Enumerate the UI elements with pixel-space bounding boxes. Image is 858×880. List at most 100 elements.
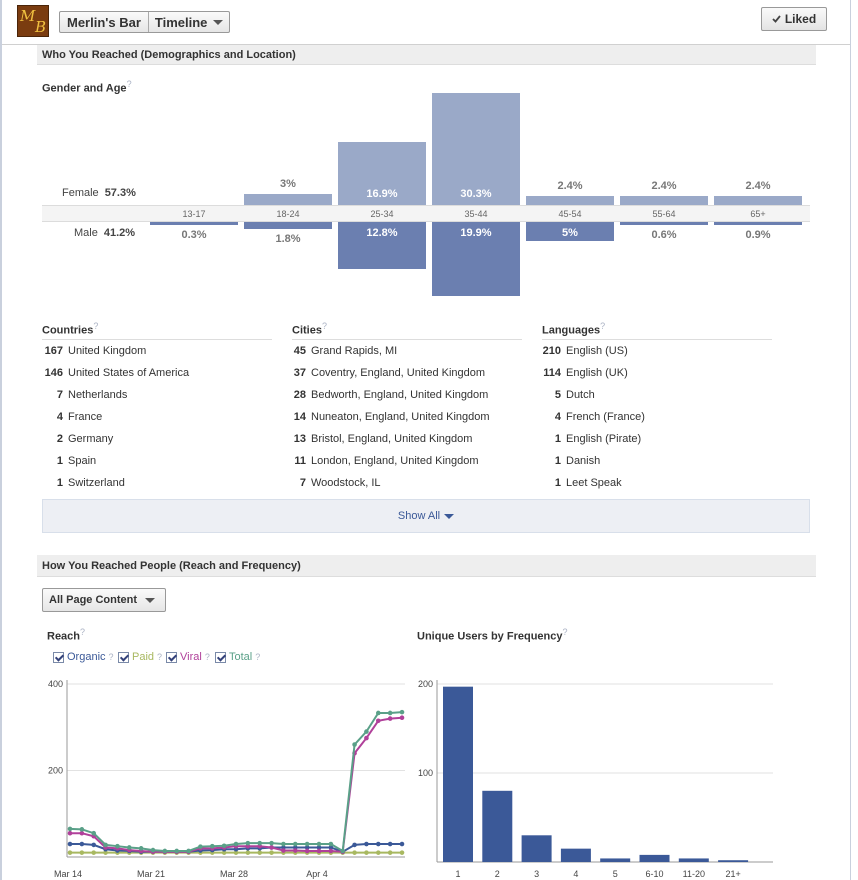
- male-bar[interactable]: [714, 222, 802, 226]
- frequency-bar[interactable]: [718, 860, 749, 862]
- data-point: [186, 848, 191, 854]
- legend-label: Total: [229, 651, 253, 663]
- item-name: Danish: [566, 455, 601, 467]
- list-item: 37 Coventry, England, United Kingdom: [284, 367, 485, 379]
- page-logo[interactable]: M B: [17, 5, 49, 37]
- help-icon[interactable]: ?: [255, 652, 261, 662]
- show-all-button[interactable]: Show All: [42, 499, 810, 533]
- data-point: [79, 841, 85, 847]
- data-point: [281, 841, 286, 847]
- item-count: 7: [56, 389, 63, 401]
- cities-title-text: Cities: [292, 324, 322, 337]
- x-tick-label: Mar 28: [220, 869, 248, 879]
- checkbox[interactable]: [215, 651, 226, 663]
- help-icon[interactable]: ?: [126, 79, 132, 89]
- help-icon[interactable]: ?: [108, 652, 114, 662]
- data-point: [328, 841, 334, 847]
- help-icon[interactable]: ?: [600, 321, 606, 331]
- data-point: [304, 841, 310, 847]
- data-point: [221, 850, 227, 855]
- countries-divider: [42, 339, 272, 340]
- frequency-bar[interactable]: [639, 854, 670, 862]
- list-item: 5 Dutch: [539, 389, 595, 401]
- female-bar[interactable]: [620, 196, 708, 205]
- logo-letter-b: B: [35, 18, 47, 36]
- timeline-dropdown[interactable]: Timeline: [149, 15, 230, 30]
- legend-item-paid[interactable]: Paid?: [118, 651, 162, 663]
- frequency-bar[interactable]: [443, 686, 473, 862]
- help-icon[interactable]: ?: [80, 627, 86, 637]
- female-bar[interactable]: [432, 92, 520, 205]
- item-name: English (UK): [566, 367, 628, 379]
- reach-line-chart: 200 400 Mar 14 Mar 21 Mar 28 Apr 4: [48, 679, 405, 879]
- chevron-down-icon: [213, 19, 224, 25]
- frequency-bar[interactable]: [482, 790, 513, 862]
- data-point: [91, 842, 97, 848]
- item-count: 45: [293, 345, 306, 357]
- female-bar[interactable]: [526, 196, 614, 205]
- data-point: [387, 716, 393, 721]
- item-count: 13: [293, 433, 306, 445]
- frequency-bar[interactable]: [600, 858, 631, 862]
- age-label: 45-54: [558, 209, 582, 219]
- checkbox[interactable]: [53, 651, 64, 663]
- data-point: [162, 848, 168, 854]
- male-bar[interactable]: [526, 222, 614, 241]
- legend-item-organic[interactable]: Organic?: [53, 651, 114, 663]
- frequency-bar[interactable]: [560, 848, 591, 862]
- male-bar[interactable]: [244, 222, 332, 229]
- data-point: [364, 735, 369, 741]
- page-name-timeline-button[interactable]: Merlin's Bar Timeline: [59, 11, 231, 33]
- checkbox[interactable]: [118, 651, 129, 663]
- legend-item-total[interactable]: Total?: [215, 651, 260, 663]
- female-bar[interactable]: [338, 142, 426, 205]
- female-total: Female 57.3%: [62, 187, 136, 199]
- item-count: 14: [293, 411, 306, 423]
- help-icon[interactable]: ?: [562, 627, 568, 637]
- section-header-who-reached: Who You Reached (Demographics and Locati…: [37, 45, 816, 65]
- data-point: [103, 850, 108, 855]
- help-icon[interactable]: ?: [157, 652, 163, 662]
- page-name-link[interactable]: Merlin's Bar: [60, 12, 149, 32]
- data-point: [316, 848, 322, 854]
- help-icon[interactable]: ?: [93, 321, 99, 331]
- data-point: [79, 850, 85, 855]
- section-header-how-reached: How You Reached People (Reach and Freque…: [37, 555, 816, 577]
- list-item: 28 Bedworth, England, United Kingdom: [284, 389, 489, 401]
- x-tick-label: 6-10: [645, 869, 663, 879]
- content-filter-dropdown[interactable]: All Page Content: [42, 588, 166, 612]
- liked-button[interactable]: Liked: [761, 7, 827, 31]
- male-bar[interactable]: [338, 222, 426, 270]
- languages-divider: [542, 339, 772, 340]
- frequency-title-text: Unique Users by Frequency: [417, 630, 563, 643]
- female-pct-label: 16.9%: [366, 188, 398, 200]
- item-count: 1: [554, 477, 561, 489]
- x-tick-label: 4: [573, 869, 578, 879]
- male-bar[interactable]: [150, 222, 238, 225]
- male-bar[interactable]: [620, 222, 708, 225]
- languages-title: Languages?: [542, 321, 605, 337]
- item-count: 114: [543, 367, 561, 379]
- data-point: [328, 845, 334, 850]
- female-bar[interactable]: [714, 196, 802, 205]
- data-point: [115, 843, 120, 849]
- legend-item-viral[interactable]: Viral?: [166, 651, 210, 663]
- male-bar[interactable]: [432, 222, 520, 296]
- item-count: 146: [44, 367, 63, 379]
- list-item: 7 Netherlands: [41, 389, 127, 401]
- frequency-bar[interactable]: [678, 858, 709, 862]
- frame-border-right: [850, 0, 851, 880]
- item-count: 4: [56, 411, 63, 423]
- frame-border-left: [0, 0, 2, 880]
- item-count: 28: [293, 389, 306, 401]
- data-point: [364, 729, 369, 734]
- x-tick-label: 2: [495, 869, 500, 879]
- data-point: [292, 848, 298, 853]
- list-item: 11 London, England, United Kingdom: [284, 455, 478, 467]
- help-icon[interactable]: ?: [321, 321, 327, 331]
- checkbox[interactable]: [166, 651, 177, 663]
- frequency-bar[interactable]: [521, 835, 552, 862]
- help-icon[interactable]: ?: [204, 652, 210, 662]
- female-bar[interactable]: [244, 193, 332, 205]
- male-pct-label: 0.6%: [651, 229, 677, 241]
